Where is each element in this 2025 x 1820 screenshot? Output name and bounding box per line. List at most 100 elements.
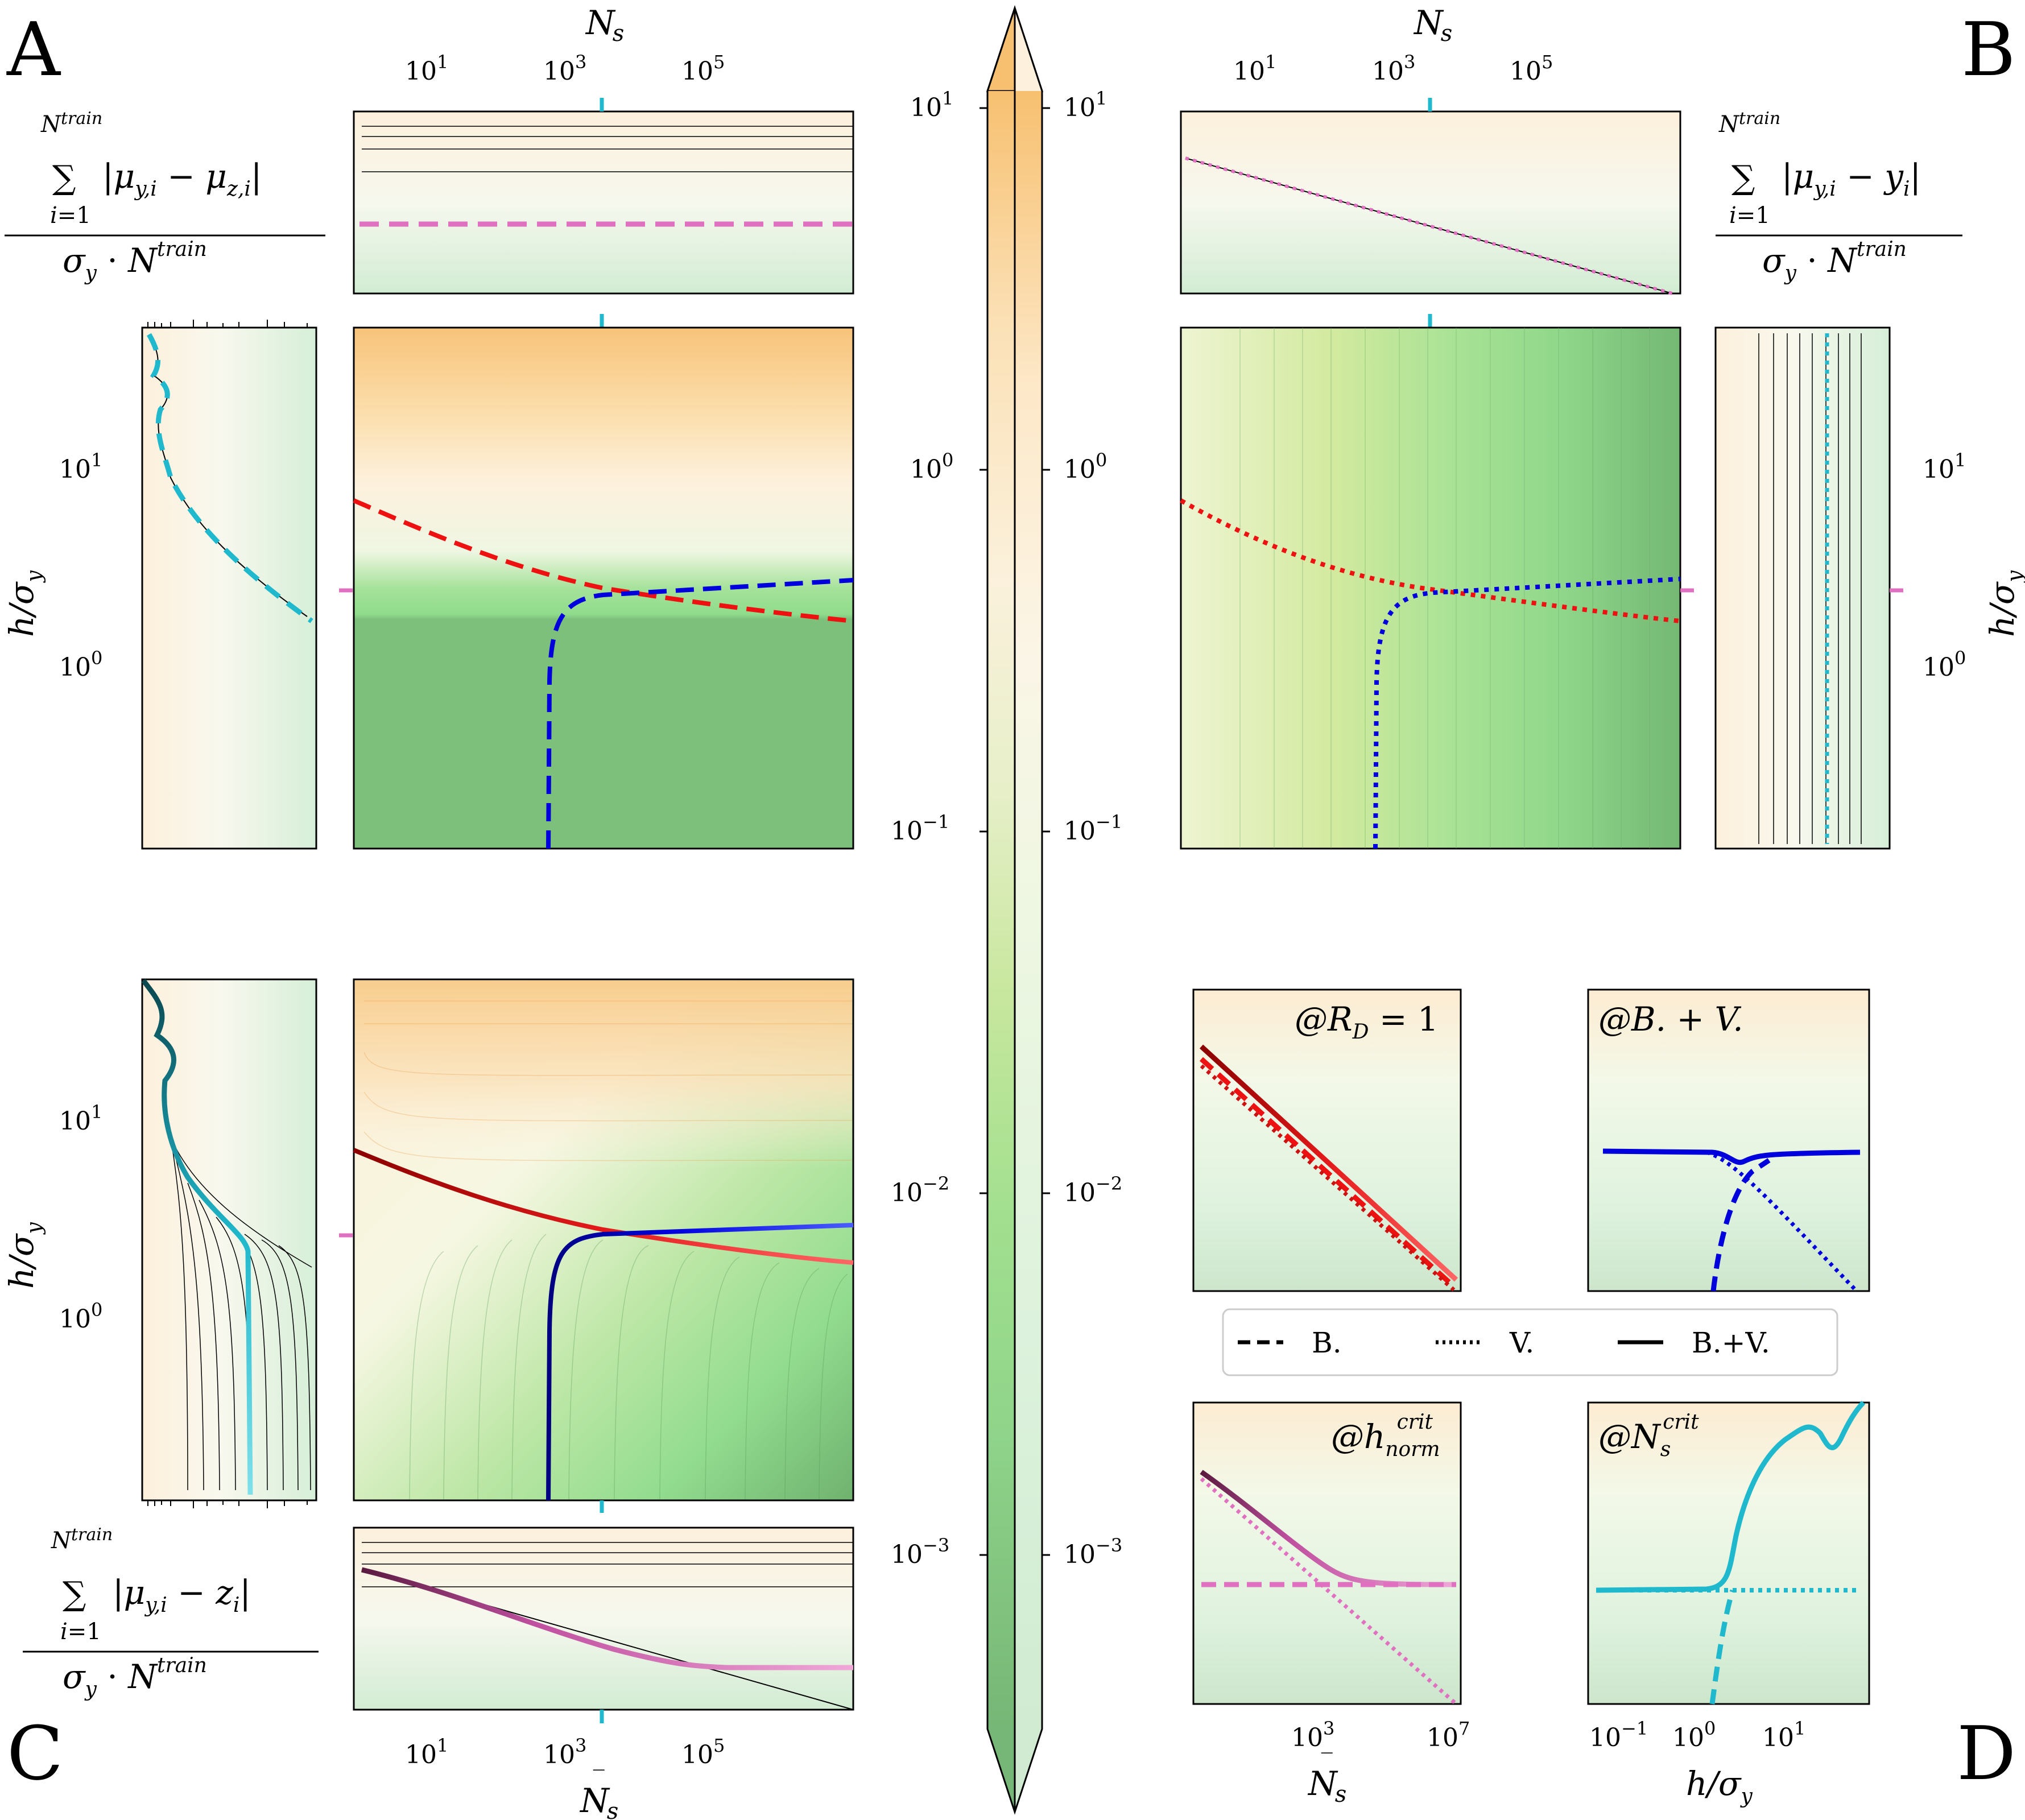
panel-letter-b: B: [1961, 6, 2016, 93]
d-hcrit-xticks: 103 107: [1291, 1718, 1470, 1752]
b-right-h-bg: [1714, 326, 1891, 850]
b-top-xticks: 101 103 105: [1233, 51, 1553, 86]
cbar-tick-10--1: 10−1: [891, 811, 949, 846]
d-bv-bg: [1587, 988, 1870, 1292]
a-top-xticks: 101 103 105: [405, 51, 725, 86]
c-blue-solid-curve: [546, 1223, 854, 1501]
d-bv-title: @B. + V.: [1598, 1000, 1743, 1039]
d-bv-solid: [1602, 1148, 1861, 1165]
colorbar-left-ticks: 101 100 10−1 10−2 10−3: [891, 88, 953, 1569]
formula-c-sum: ∑: [63, 1574, 86, 1613]
colorbar-right-strip: [1015, 91, 1042, 1729]
a-left-top-ticks: [147, 320, 308, 328]
panel-d: @RD = 1 @B. + V. B. V. B.+V. @hnormcri: [1192, 988, 1870, 1808]
c-metric-formula: Ntrain ∑ i=1 |μy,i − zi| σy · Ntrain: [23, 1525, 319, 1701]
cbar-tick-10-0: 100: [910, 449, 953, 484]
d-hcrit-title: @hnormcrit: [1331, 1410, 1440, 1461]
cbar-r-tick-10-0: 100: [1064, 449, 1107, 484]
colorbar-outline: [986, 5, 1043, 1815]
a-top-metric-bg: [353, 110, 854, 295]
d-nscrit-solid: [1596, 1400, 1866, 1593]
c-h-axis-label: h/σy: [2, 1222, 46, 1289]
b-right-h-panel: 101 100 h/σy: [1680, 326, 2025, 850]
d-nscrit-xlabel: h/σy: [1686, 1764, 1753, 1808]
b-top-metric-bg: [1180, 110, 1681, 295]
colorbar-right-ticks: 101 100 10−1 10−2 10−3: [1064, 88, 1122, 1569]
d-hcrit-tick-10-7: 107: [1427, 1718, 1470, 1752]
formula-a-body: |μy,i − μz,i|: [102, 157, 262, 201]
d-rd1-title: @RD = 1: [1295, 1000, 1439, 1044]
d-nscrit-tick-10--1: 10−1: [1589, 1718, 1648, 1752]
c-h-tick-10-1: 101: [59, 1101, 102, 1136]
a-tick-10-3: 103: [543, 51, 586, 86]
d-bv-dashed: [1710, 1158, 1771, 1292]
b-top-xlabel: N‾s: [1413, 0, 1452, 47]
a-heatmap-bg: [353, 326, 854, 850]
a-left-cyan-dashed: [147, 333, 313, 623]
d-inset-nscrit: @Nscrit: [1587, 1400, 1870, 1705]
d-hcrit-tick-10-3: 103: [1291, 1718, 1334, 1752]
d-legend-label-v: V.: [1509, 1326, 1534, 1359]
d-hcrit-dotted: [1200, 1477, 1458, 1706]
d-legend-label-b: B.: [1312, 1326, 1342, 1359]
c-left-bottom-ticks: [147, 1500, 308, 1508]
a-top-metric-panel: [353, 98, 854, 328]
d-nscrit-xticks: 10−1 100 101: [1589, 1718, 1805, 1752]
a-h-tick-10-1: 101: [59, 449, 102, 484]
b-tick-10-1: 101: [1233, 51, 1276, 86]
c-left-cyan-curve: [141, 979, 253, 1495]
d-legend: B. V. B.+V.: [1222, 1308, 1838, 1376]
b-blue-dotted-curve: [1373, 577, 1681, 849]
colorbar-left-strip: [987, 91, 1015, 1729]
c-vertical-contours: [409, 1234, 848, 1500]
formula-c-upper: Ntrain: [51, 1525, 113, 1554]
formula-a-sum: ∑: [52, 158, 76, 197]
a-tick-10-1: 101: [405, 51, 448, 86]
c-bottom-xticks: 101 103 105: [405, 1735, 725, 1769]
c-h-tick-10-0: 100: [59, 1299, 102, 1334]
d-rd1-solid: [1199, 1044, 1458, 1282]
a-top-xlabel: N‾s: [585, 0, 624, 47]
formula-b-body: |μy,i − yi|: [1782, 157, 1921, 201]
c-bottom-metric-panel: [353, 1527, 854, 1723]
cbar-tick-10--2: 10−2: [891, 1173, 949, 1207]
b-h-tick-10-1: 101: [1923, 449, 1966, 484]
a-h-tick-10-0: 100: [59, 647, 102, 682]
b-tick-10-5: 105: [1510, 51, 1553, 86]
cbar-r-tick-10--3: 10−3: [1064, 1534, 1122, 1569]
d-hcrit-bg: [1192, 1401, 1462, 1705]
a-red-dashed-curve: [353, 498, 854, 623]
a-blue-dashed-curve: [546, 578, 854, 849]
c-tick-10-5: 105: [681, 1735, 725, 1769]
a-tick-10-5: 105: [681, 51, 725, 86]
b-vertical-contours: [1239, 328, 1650, 849]
c-bottom-xlabel: N‾s: [579, 1767, 618, 1820]
colorbar-major-tickmarks: [980, 107, 1050, 1556]
formula-b-upper: Ntrain: [1718, 109, 1780, 138]
c-bottom-pink-curve: [361, 1567, 853, 1670]
d-inset-hcrit: @hnormcrit: [1192, 1401, 1462, 1706]
cbar-tick-10-1: 101: [910, 88, 953, 122]
b-main-heatmap: [1180, 326, 1681, 850]
d-hcrit-xlabel: N‾s: [1307, 1749, 1346, 1807]
b-h-tick-10-0: 100: [1923, 647, 1966, 682]
a-left-h-bg: [141, 326, 317, 850]
formula-b-sum: ∑: [1731, 158, 1755, 197]
colorbar: 101 100 10−1 10−2 10−3 101 100 10−1 10−2…: [891, 5, 1122, 1815]
c-horizontal-contours: [363, 1000, 853, 1161]
c-main-heatmap: [353, 978, 854, 1513]
c-red-solid-curve: [353, 1148, 854, 1265]
d-rd1-dashed: [1199, 1057, 1456, 1289]
formula-a-den: σy · Ntrain: [63, 238, 207, 285]
b-metric-formula: Ntrain ∑ i=1 |μy,i − yi| σy · Ntrain: [1716, 109, 1962, 285]
d-nscrit-tick-10-1: 101: [1762, 1718, 1805, 1752]
d-legend-label-bv: B.+V.: [1692, 1326, 1770, 1359]
formula-c-den: σy · Ntrain: [63, 1654, 207, 1701]
d-inset-bv: @B. + V.: [1587, 988, 1870, 1293]
d-legend-box: [1222, 1308, 1838, 1376]
formula-c-lower: i=1: [60, 1619, 101, 1645]
cbar-r-tick-10--2: 10−2: [1064, 1173, 1122, 1207]
c-tick-10-1: 101: [405, 1735, 448, 1769]
formula-b-lower: i=1: [1729, 202, 1770, 229]
